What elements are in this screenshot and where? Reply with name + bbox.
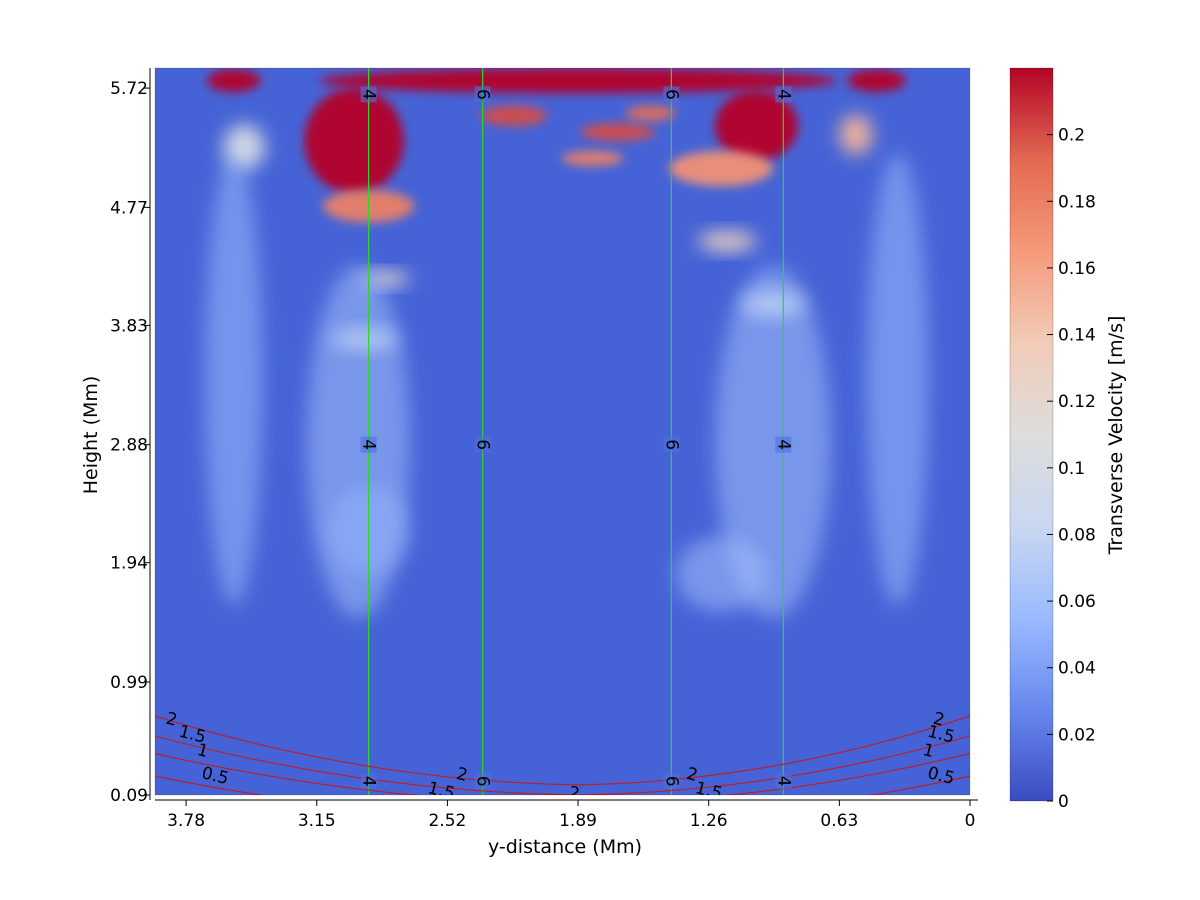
x-tick-label: 0 bbox=[965, 811, 976, 831]
curved-contour-label: 2 bbox=[454, 764, 469, 786]
curved-contour-label: 2 bbox=[684, 764, 699, 786]
y-tick-label: 0.99 bbox=[110, 673, 148, 693]
heatmap-hotspot bbox=[480, 105, 547, 126]
colorbar-tick-label: 0.2 bbox=[1058, 126, 1085, 146]
colorbar-tick-label: 0.06 bbox=[1058, 592, 1096, 612]
curved-contour-label: 2 bbox=[566, 783, 581, 805]
heatmap-hotspot bbox=[561, 150, 624, 166]
heatmap-hotspot bbox=[847, 69, 906, 92]
field-contour-label: 4 bbox=[773, 776, 793, 787]
x-tick-label: 1.89 bbox=[559, 811, 597, 831]
curved-contour-label: 1 bbox=[921, 740, 936, 762]
contour-label-bg bbox=[474, 773, 491, 790]
heatmap-hotspot bbox=[204, 153, 263, 606]
heatmap-hotspot bbox=[714, 90, 798, 161]
field-contour-label: 6 bbox=[473, 439, 493, 450]
heatmap-hotspot bbox=[866, 153, 929, 606]
heatmap-hotspot bbox=[304, 88, 404, 194]
field-contour-label: 6 bbox=[473, 89, 493, 100]
colorbar-tick-label: 0.04 bbox=[1058, 659, 1096, 679]
heatmap-hotspot bbox=[839, 114, 873, 155]
x-axis: 3.78 3.15 2.52 1.89 1.26 0.63 0 bbox=[155, 799, 978, 831]
contour-label-bg bbox=[775, 773, 792, 790]
field-contour-label: 4 bbox=[359, 439, 379, 450]
heatmap-hotspot bbox=[669, 150, 773, 187]
heatmap-hotspot bbox=[318, 68, 838, 94]
x-tick-label: 1.26 bbox=[690, 811, 728, 831]
x-tick-label: 2.52 bbox=[428, 811, 466, 831]
heatmap-hotspot bbox=[625, 105, 676, 121]
colorbar-label: Transverse Velocity [m/s] bbox=[1105, 316, 1127, 556]
plot-frame bbox=[154, 67, 971, 796]
field-contour-label: 6 bbox=[473, 776, 493, 787]
contour-label-bg bbox=[775, 86, 792, 103]
x-tick-label: 3.15 bbox=[298, 811, 336, 831]
x-tick-label: 3.78 bbox=[167, 811, 205, 831]
colorbar-frame bbox=[1009, 67, 1054, 802]
curved-contour-label: 1.5 bbox=[426, 778, 457, 804]
contour-label-bg bbox=[360, 773, 377, 790]
heatmap-hotspot bbox=[698, 231, 757, 252]
colorbar: 00.020.040.060.080.10.120.140.160.180.2 … bbox=[1009, 67, 1127, 812]
contour-label-bg bbox=[775, 436, 792, 453]
colorbar-tick-label: 0.14 bbox=[1058, 326, 1096, 346]
curved-contour-line bbox=[155, 715, 970, 786]
contour-label-bg bbox=[663, 86, 680, 103]
heatmap-background bbox=[155, 68, 970, 795]
curved-contour-label: 1 bbox=[195, 740, 210, 762]
field-contour-label: 6 bbox=[661, 776, 681, 787]
heatmap-hotspot bbox=[675, 536, 767, 612]
colorbar-tick-label: 0.16 bbox=[1058, 259, 1096, 279]
heatmap-hotspot bbox=[206, 69, 261, 92]
heatmap-cells bbox=[204, 68, 929, 618]
colorbar-tick-label: 0.02 bbox=[1058, 725, 1096, 745]
curved-contour-line bbox=[155, 753, 970, 795]
x-tick-label: 0.63 bbox=[820, 811, 858, 831]
contour-label-bg bbox=[474, 436, 491, 453]
curved-contour-label: 2 bbox=[164, 709, 179, 731]
x-axis-label: y-distance (Mm) bbox=[488, 836, 642, 858]
curved-contour-label: 2 bbox=[931, 709, 946, 731]
y-tick-label: 0.09 bbox=[110, 786, 148, 806]
heatmap-hotspot bbox=[580, 123, 655, 141]
colorbar-tick-label: 0.08 bbox=[1058, 525, 1096, 545]
field-contour-label: 6 bbox=[661, 89, 681, 100]
field-contour-label: 4 bbox=[773, 89, 793, 100]
curved-contour-label: 1.5 bbox=[693, 778, 724, 804]
y-axis-label: Height (Mm) bbox=[80, 376, 102, 495]
heatmap-hotspot bbox=[714, 266, 832, 618]
colorbar-ticks: 0 0.02 0.04 0.06 0.08 0.1 0.12 0.14 0.16 0.18 0.2 bbox=[1047, 126, 1096, 812]
contour-label-bg bbox=[360, 436, 377, 453]
colorbar-gradient bbox=[1010, 68, 1053, 801]
y-tick-label: 4.77 bbox=[110, 198, 148, 218]
colorbar-tick-label: 0.12 bbox=[1058, 392, 1096, 412]
field-contour-label: 4 bbox=[359, 89, 379, 100]
colorbar-tick-label: 0 bbox=[1058, 792, 1069, 812]
field-contour-label: 4 bbox=[773, 439, 793, 450]
contour-label-bg bbox=[474, 86, 491, 103]
y-axis: 0.09 0.99 1.94 2.88 3.83 4.77 5.72 bbox=[110, 68, 151, 806]
field-contour-label: 6 bbox=[661, 439, 681, 450]
colorbar-tick-label: 0.1 bbox=[1058, 459, 1085, 479]
curved-contour-line bbox=[155, 735, 970, 795]
y-tick-label: 3.83 bbox=[110, 316, 148, 336]
colorbar-tick-label: 0.18 bbox=[1058, 192, 1096, 212]
contour-lines bbox=[155, 68, 970, 795]
contour-label-bg bbox=[360, 86, 377, 103]
y-tick-label: 1.94 bbox=[110, 554, 148, 574]
y-tick-label: 2.88 bbox=[110, 436, 148, 456]
field-contour-label: 4 bbox=[359, 776, 379, 787]
contour-label-bg bbox=[663, 773, 680, 790]
contour-label-bg bbox=[663, 436, 680, 453]
y-tick-label: 5.72 bbox=[110, 79, 148, 99]
